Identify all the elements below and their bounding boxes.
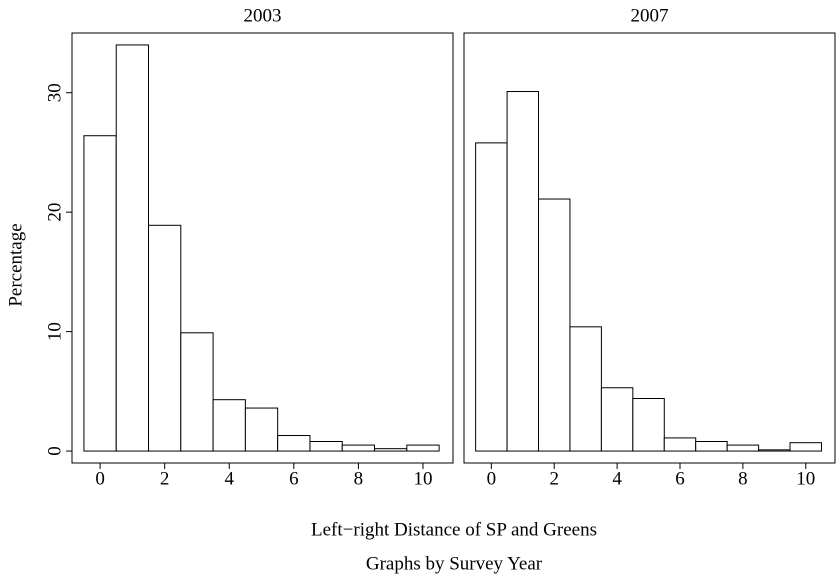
y-tick-label: 30	[44, 83, 65, 102]
x-tick-label: 8	[354, 468, 364, 489]
x-tick-label: 8	[738, 468, 748, 489]
bar	[569, 326, 602, 452]
bar	[212, 399, 246, 452]
x-tick-label: 4	[612, 468, 622, 489]
x-axis-label: Left−right Distance of SP and Greens	[311, 519, 597, 540]
bar	[475, 142, 508, 452]
note: Graphs by Survey Year	[366, 553, 543, 574]
bar	[180, 332, 214, 452]
bar	[277, 435, 311, 452]
bar	[374, 448, 408, 452]
x-tick-label: 0	[487, 468, 497, 489]
x-tick-label: 2	[549, 468, 559, 489]
bar	[83, 135, 117, 452]
bar	[758, 449, 791, 452]
bar	[695, 441, 728, 452]
x-tick-label: 6	[675, 468, 685, 489]
bar	[244, 407, 279, 452]
bar	[406, 444, 440, 452]
y-axis-label: Percentage	[5, 223, 26, 306]
panel-frame	[463, 32, 836, 464]
panel-title: 2007	[631, 5, 669, 26]
bar	[148, 224, 182, 452]
bar	[632, 398, 665, 452]
bar	[726, 444, 760, 452]
bar	[538, 198, 571, 452]
bar	[789, 442, 822, 452]
x-tick-label: 0	[95, 468, 105, 489]
bar	[600, 387, 634, 452]
panel-frame	[71, 32, 454, 464]
x-tick-label: 6	[289, 468, 299, 489]
x-tick-label: 2	[160, 468, 170, 489]
x-tick-label: 10	[413, 468, 432, 489]
y-tick-label: 20	[44, 203, 65, 222]
panel-title: 2003	[244, 5, 282, 26]
y-tick-label: 10	[44, 322, 65, 341]
x-tick-label: 4	[224, 468, 234, 489]
bar	[309, 441, 343, 452]
x-tick-label: 10	[796, 468, 815, 489]
bar	[506, 91, 540, 452]
bar	[341, 444, 376, 452]
bar	[663, 437, 697, 452]
bar	[115, 44, 150, 452]
y-tick-label: 0	[44, 446, 65, 456]
